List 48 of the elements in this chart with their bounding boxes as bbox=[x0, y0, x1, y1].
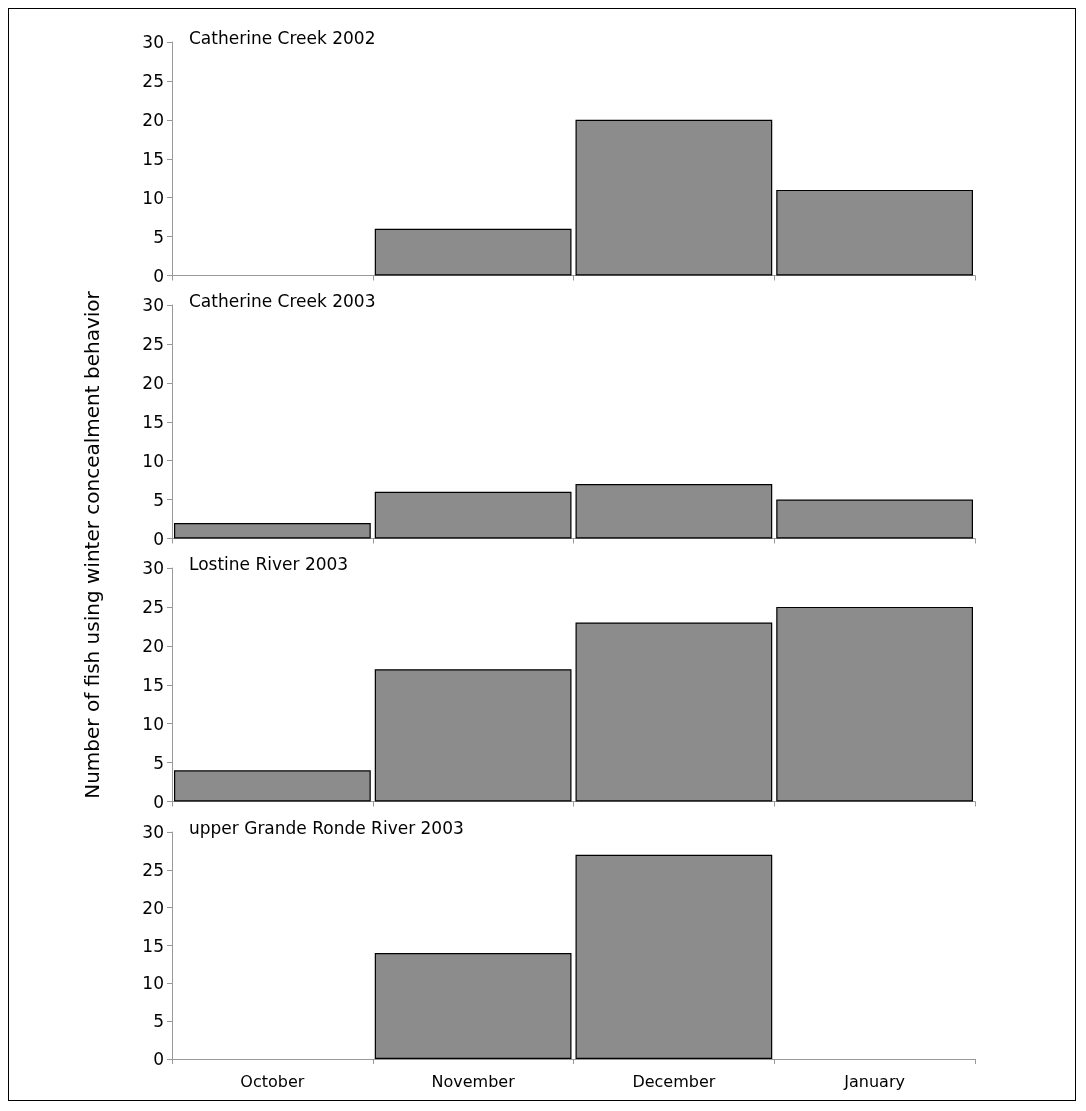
chart-title: Catherine Creek 2003 bbox=[189, 290, 376, 311]
bar bbox=[374, 669, 572, 802]
y-tick-label: 0 bbox=[153, 265, 164, 286]
y-tick-label: 10 bbox=[142, 187, 164, 208]
bar bbox=[174, 522, 371, 539]
y-tick-label: 15 bbox=[142, 411, 164, 432]
y-tick-label: 30 bbox=[142, 295, 164, 315]
chart-title: Lostine River 2003 bbox=[189, 553, 349, 574]
y-tick-label: 10 bbox=[142, 973, 164, 994]
y-tick-label: 25 bbox=[142, 333, 164, 354]
y-tick-label: 15 bbox=[142, 935, 164, 956]
bar bbox=[374, 491, 572, 539]
y-tick-label: 15 bbox=[142, 148, 164, 169]
y-tick-label: 20 bbox=[142, 372, 164, 393]
bar bbox=[374, 228, 572, 276]
bar bbox=[776, 189, 973, 276]
y-tick-label: 20 bbox=[142, 635, 164, 656]
y-tick-label: 10 bbox=[142, 450, 164, 471]
bar bbox=[174, 770, 371, 802]
y-tick-label: 0 bbox=[153, 528, 164, 549]
y-tick-label: 30 bbox=[142, 558, 164, 578]
bar bbox=[575, 622, 773, 802]
y-tick-label: 5 bbox=[153, 226, 164, 247]
y-axis-title: Number of fish using winter concealment behavior bbox=[80, 291, 104, 799]
y-tick-label: 0 bbox=[153, 791, 164, 812]
y-tick-label: 5 bbox=[153, 752, 164, 773]
y-tick-label: 25 bbox=[142, 859, 164, 880]
y-tick-label: 15 bbox=[142, 674, 164, 695]
y-tick-label: 25 bbox=[142, 596, 164, 617]
chart-title: Catherine Creek 2002 bbox=[189, 27, 376, 48]
y-tick-label: 5 bbox=[153, 1011, 164, 1032]
y-tick-label: 20 bbox=[142, 897, 164, 918]
x-tick-label: December bbox=[632, 1071, 716, 1091]
y-tick-label: 30 bbox=[142, 32, 164, 52]
bar bbox=[575, 484, 773, 539]
chart-title: upper Grande Ronde River 2003 bbox=[189, 817, 464, 838]
x-tick-label: November bbox=[431, 1071, 516, 1091]
x-tick-label: October bbox=[240, 1071, 305, 1091]
bar bbox=[776, 499, 973, 539]
x-tick-label: January bbox=[843, 1071, 905, 1091]
bar bbox=[776, 606, 973, 802]
y-tick-label: 10 bbox=[142, 713, 164, 734]
y-tick-label: 30 bbox=[142, 822, 164, 842]
y-tick-label: 5 bbox=[153, 489, 164, 510]
y-tick-label: 25 bbox=[142, 70, 164, 91]
y-tick-label: 0 bbox=[153, 1049, 164, 1069]
bar bbox=[575, 119, 773, 276]
y-tick-label: 20 bbox=[142, 109, 164, 130]
